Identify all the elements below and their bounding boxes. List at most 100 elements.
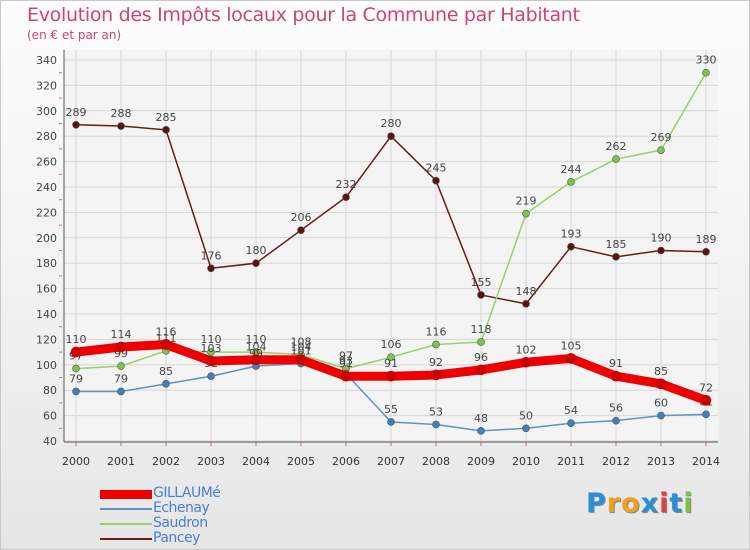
y-tick-label: 120 [36, 333, 57, 346]
data-label-saudron: 330 [696, 54, 717, 67]
data-label-gillaum: 91 [384, 357, 398, 370]
data-label-gillaum: 92 [429, 356, 443, 369]
data-label-pancey: 190 [651, 232, 672, 245]
data-point-pancey [432, 176, 440, 185]
logo-letter: P [586, 488, 607, 519]
data-point-echenay [117, 387, 125, 396]
data-point-gillaum [70, 346, 82, 358]
data-label-pancey: 180 [246, 244, 267, 257]
data-point-gillaum [115, 341, 127, 353]
data-label-gillaum: 104 [291, 341, 312, 354]
data-point-pancey [297, 226, 305, 234]
legend-label-echenay: Echenay [153, 500, 210, 516]
data-point-saudron [567, 178, 575, 186]
data-label-pancey: 288 [111, 107, 132, 120]
logo-letter: i [659, 488, 670, 519]
data-point-pancey [612, 253, 620, 261]
chart-subtitle: (en € et par an) [27, 28, 122, 42]
data-point-gillaum [610, 370, 622, 382]
data-label-echenay: 101 [291, 345, 312, 358]
data-label-saudron: 262 [606, 140, 627, 153]
data-label-echenay: 79 [114, 372, 128, 385]
data-label-echenay: 53 [429, 405, 443, 418]
data-label-gillaum: 96 [474, 351, 488, 364]
y-tick-label: 320 [36, 79, 57, 92]
data-label-gillaum: 72 [699, 381, 713, 394]
data-label-echenay: 79 [69, 372, 83, 385]
data-label-echenay: 54 [564, 404, 578, 417]
data-label-saudron: 116 [426, 325, 447, 338]
x-tick-label: 2008 [422, 455, 450, 468]
y-tick-label: 220 [36, 206, 57, 219]
data-label-saudron: 118 [471, 323, 492, 336]
y-tick-label: 260 [36, 156, 57, 169]
data-point-echenay [162, 380, 170, 388]
x-tick-label: 2002 [152, 455, 180, 468]
proxiti-logo: Proxiti [586, 488, 694, 519]
y-tick-label: 160 [36, 283, 57, 296]
legend-label-pancey: Pancey [153, 530, 200, 546]
data-point-gillaum [295, 354, 307, 366]
data-point-saudron [432, 340, 440, 349]
data-label-echenay: 85 [159, 365, 173, 378]
data-point-pancey [522, 300, 530, 308]
legend-swatch-echenay [100, 508, 152, 510]
data-label-echenay: 60 [654, 397, 668, 410]
data-point-saudron [702, 68, 710, 77]
data-point-gillaum [520, 356, 532, 368]
y-tick-label: 240 [36, 181, 57, 194]
logo-letter: t [669, 488, 684, 519]
x-tick-label: 2010 [512, 455, 540, 468]
data-point-gillaum [160, 339, 172, 350]
y-tick-label: 100 [36, 359, 57, 372]
data-label-saudron: 269 [651, 131, 672, 144]
data-point-echenay [567, 419, 575, 428]
legend-swatch-pancey [100, 538, 152, 540]
legend-swatch-gillaum [100, 489, 152, 499]
data-label-gillaum: 105 [561, 339, 582, 352]
x-tick-label: 2000 [62, 455, 90, 468]
y-tick-label: 300 [36, 105, 57, 118]
data-label-gillaum: 104 [246, 341, 267, 354]
y-tick-label: 40 [43, 435, 57, 448]
y-tick-label: 280 [36, 130, 57, 143]
data-point-echenay [387, 418, 395, 426]
y-tick-label: 60 [43, 410, 57, 423]
data-point-gillaum [340, 370, 352, 382]
data-label-pancey: 193 [561, 228, 582, 241]
data-label-gillaum: 85 [654, 365, 668, 378]
legend-item-echenay: Echenay [100, 500, 300, 516]
legend-item-pancey: Pancey [100, 530, 300, 546]
data-point-gillaum [385, 370, 397, 382]
data-point-saudron [612, 155, 620, 163]
y-tick-label: 180 [36, 257, 57, 270]
data-point-pancey [72, 120, 80, 129]
data-point-gillaum [430, 369, 442, 381]
x-tick-label: 2003 [197, 455, 225, 468]
x-tick-label: 2007 [377, 455, 405, 468]
x-tick-label: 2012 [602, 455, 630, 468]
data-point-saudron [477, 338, 485, 346]
data-point-pancey [477, 291, 485, 299]
data-point-gillaum [475, 364, 487, 376]
data-label-pancey: 289 [66, 106, 87, 119]
data-label-saudron: 244 [561, 163, 582, 176]
x-tick-label: 2011 [557, 455, 585, 468]
data-label-pancey: 185 [606, 238, 627, 251]
legend-label-gillaum: GILLAUMé [153, 485, 221, 501]
legend-label-saudron: Saudron [153, 515, 208, 531]
logo-letter: x [640, 488, 660, 519]
x-tick-label: 2004 [242, 455, 270, 468]
data-label-saudron: 110 [201, 333, 222, 346]
data-point-echenay [432, 420, 440, 429]
y-tick-label: 200 [36, 232, 57, 245]
data-point-pancey [162, 126, 170, 134]
chart-title: Evolution des Impôts locaux pour la Comm… [27, 4, 580, 26]
data-label-pancey: 148 [516, 285, 537, 298]
data-label-echenay: 56 [609, 402, 623, 415]
data-label-pancey: 285 [156, 111, 177, 124]
data-point-pancey [342, 193, 350, 201]
data-label-gillaum: 102 [516, 343, 537, 356]
data-label-echenay: 50 [519, 409, 533, 422]
